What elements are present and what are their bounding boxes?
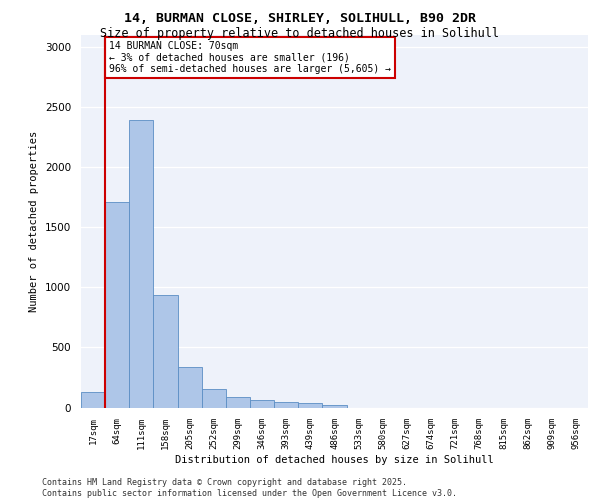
Bar [274,402,298,407]
Y-axis label: Number of detached properties: Number of detached properties [29,130,40,312]
Bar [322,405,347,407]
Text: 14, BURMAN CLOSE, SHIRLEY, SOLIHULL, B90 2DR: 14, BURMAN CLOSE, SHIRLEY, SOLIHULL, B90… [124,12,476,26]
Bar [298,404,322,407]
Bar [226,396,250,407]
Bar [81,392,105,407]
X-axis label: Distribution of detached houses by size in Solihull: Distribution of detached houses by size … [175,455,494,465]
Bar [250,400,274,407]
Bar [178,366,202,408]
Bar [154,294,178,408]
Text: 14 BURMAN CLOSE: 70sqm
← 3% of detached houses are smaller (196)
96% of semi-det: 14 BURMAN CLOSE: 70sqm ← 3% of detached … [109,41,391,74]
Bar [105,202,129,408]
Text: Size of property relative to detached houses in Solihull: Size of property relative to detached ho… [101,28,499,40]
Text: Contains HM Land Registry data © Crown copyright and database right 2025.
Contai: Contains HM Land Registry data © Crown c… [42,478,457,498]
Bar [129,120,154,408]
Bar [202,389,226,407]
